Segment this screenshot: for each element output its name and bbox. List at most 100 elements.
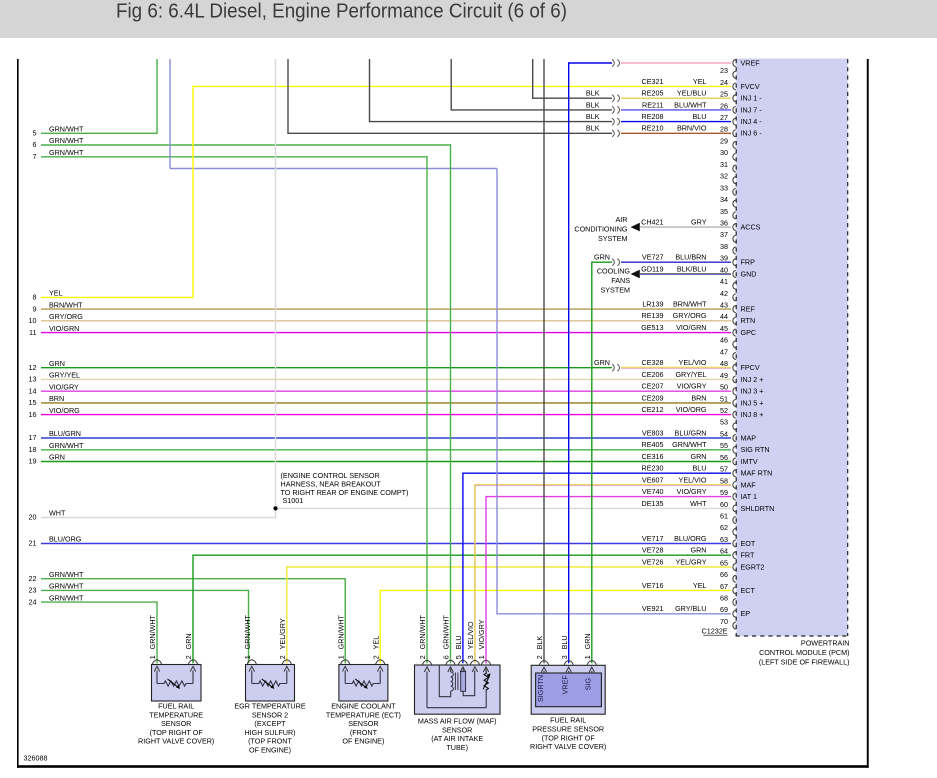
svg-text:56: 56 [720, 453, 728, 462]
svg-text:24: 24 [29, 597, 37, 606]
svg-text:INJ 4 -: INJ 4 - [741, 117, 763, 126]
svg-text:6: 6 [442, 655, 451, 659]
svg-text:CE209: CE209 [642, 393, 664, 402]
svg-text:17: 17 [29, 433, 37, 442]
svg-text:41: 41 [720, 277, 728, 286]
svg-text:VE716: VE716 [642, 581, 664, 590]
svg-text:BLU/WHT: BLU/WHT [674, 100, 707, 109]
svg-text:ECT: ECT [741, 586, 756, 595]
svg-text:(ENGINE CONTROL SENSOR: (ENGINE CONTROL SENSOR [281, 471, 380, 480]
svg-text:CE206: CE206 [642, 370, 664, 379]
svg-text:INJ 6 -: INJ 6 - [741, 129, 763, 138]
svg-text:BRN/VIO: BRN/VIO [677, 124, 707, 133]
svg-text:30: 30 [720, 148, 728, 157]
svg-text:HIGH SULFUR): HIGH SULFUR) [244, 728, 295, 737]
svg-text:60: 60 [720, 500, 728, 509]
svg-text:INJ 7 -: INJ 7 - [741, 105, 763, 114]
svg-text:70: 70 [720, 617, 728, 626]
svg-text:VE607: VE607 [642, 475, 664, 484]
svg-text:FUEL RAIL: FUEL RAIL [158, 702, 194, 711]
svg-text:69: 69 [720, 605, 728, 614]
svg-text:GRY/ORG: GRY/ORG [49, 312, 83, 321]
svg-text:326088: 326088 [24, 754, 48, 763]
svg-text:13: 13 [29, 375, 37, 384]
svg-text:12: 12 [29, 363, 37, 372]
svg-text:61: 61 [720, 512, 728, 521]
svg-text:1: 1 [583, 655, 592, 659]
svg-text:BLU: BLU [693, 112, 707, 121]
svg-text:CONTROL MODULE (PCM): CONTROL MODULE (PCM) [759, 648, 849, 657]
svg-text:35: 35 [720, 207, 728, 216]
svg-text:YEL/VIO: YEL/VIO [466, 621, 475, 649]
svg-text:23: 23 [29, 586, 37, 595]
svg-text:GRN/WHT: GRN/WHT [672, 440, 707, 449]
svg-text:5: 5 [454, 655, 463, 659]
svg-text:BRN/WHT: BRN/WHT [49, 300, 83, 309]
svg-text:57: 57 [720, 465, 728, 474]
svg-text:DE135: DE135 [642, 499, 664, 508]
svg-text:SENSOR: SENSOR [348, 719, 378, 728]
svg-text:(TOP RIGHT OF: (TOP RIGHT OF [542, 733, 596, 742]
svg-text:11: 11 [29, 328, 36, 337]
svg-text:3: 3 [466, 655, 475, 659]
svg-text:21: 21 [29, 539, 37, 548]
svg-text:EGR TEMPERATURE: EGR TEMPERATURE [234, 702, 305, 711]
svg-text:2: 2 [371, 655, 380, 659]
svg-text:GND: GND [741, 269, 757, 278]
svg-text:CE328: CE328 [642, 358, 664, 367]
svg-text:ENGINE COOLANT: ENGINE COOLANT [331, 702, 396, 711]
svg-text:GRN: GRN [49, 359, 65, 368]
svg-text:29: 29 [720, 136, 728, 145]
svg-text:19: 19 [29, 457, 37, 466]
svg-text:VE727: VE727 [642, 253, 664, 262]
svg-text:GRN: GRN [691, 452, 707, 461]
svg-text:VREF: VREF [560, 675, 569, 695]
svg-text:53: 53 [720, 418, 728, 427]
svg-text:26: 26 [720, 101, 728, 110]
svg-text:YEL: YEL [693, 581, 707, 590]
svg-text:CONDITIONING: CONDITIONING [574, 225, 628, 234]
svg-text:BRN: BRN [49, 394, 64, 403]
svg-text:TEMPERATURE (ECT): TEMPERATURE (ECT) [326, 710, 401, 719]
svg-text:FRP: FRP [741, 258, 756, 267]
svg-text:VE921: VE921 [642, 604, 664, 613]
svg-text:(EXCEPT: (EXCEPT [254, 719, 286, 728]
svg-text:GRN/WHT: GRN/WHT [49, 136, 84, 145]
svg-text:BLK: BLK [586, 89, 600, 98]
svg-text:GRN/WHT: GRN/WHT [49, 441, 84, 450]
svg-text:GRN/WHT: GRN/WHT [49, 148, 84, 157]
svg-text:9: 9 [33, 304, 37, 313]
svg-text:GRN/WHT: GRN/WHT [442, 614, 451, 649]
svg-text:RIGHT VALVE COVER): RIGHT VALVE COVER) [530, 742, 606, 751]
svg-text:BRN: BRN [691, 393, 706, 402]
svg-text:BLU/GRN: BLU/GRN [49, 429, 81, 438]
svg-text:1: 1 [243, 655, 252, 659]
svg-text:BLK/BLU: BLK/BLU [677, 264, 707, 273]
svg-text:MASS AIR FLOW (MAF): MASS AIR FLOW (MAF) [418, 717, 497, 726]
svg-text:IAT 1: IAT 1 [741, 492, 758, 501]
svg-text:(TOP FRONT: (TOP FRONT [248, 737, 292, 746]
svg-text:IMTV: IMTV [741, 457, 758, 466]
svg-text:(LEFT SIDE OF FIREWALL): (LEFT SIDE OF FIREWALL) [759, 657, 850, 666]
svg-text:INJ 2 +: INJ 2 + [741, 375, 764, 384]
svg-text:TEMPERATURE: TEMPERATURE [149, 710, 203, 719]
svg-text:RE230: RE230 [642, 464, 664, 473]
svg-text:VIO/GRY: VIO/GRY [49, 382, 79, 391]
svg-text:SIG RTN: SIG RTN [741, 445, 770, 454]
svg-text:10: 10 [29, 316, 37, 325]
svg-text:16: 16 [29, 410, 37, 419]
svg-text:GRY: GRY [691, 218, 707, 227]
svg-text:C1232E: C1232E [702, 627, 728, 636]
svg-text:23: 23 [720, 66, 728, 75]
svg-text:(FRONT: (FRONT [350, 728, 378, 737]
svg-text:RE208: RE208 [642, 112, 664, 121]
svg-text:VIO/ORG: VIO/ORG [676, 405, 707, 414]
svg-text:RIGHT VALVE COVER): RIGHT VALVE COVER) [138, 737, 214, 746]
svg-text:GRN/WHT: GRN/WHT [49, 593, 84, 602]
svg-text:REF: REF [741, 305, 756, 314]
svg-text:31: 31 [720, 160, 728, 169]
svg-text:GRY/YEL: GRY/YEL [675, 370, 706, 379]
svg-text:RE210: RE210 [642, 124, 664, 133]
svg-text:5: 5 [33, 129, 37, 138]
svg-text:(AT AIR INTAKE: (AT AIR INTAKE [431, 734, 483, 743]
